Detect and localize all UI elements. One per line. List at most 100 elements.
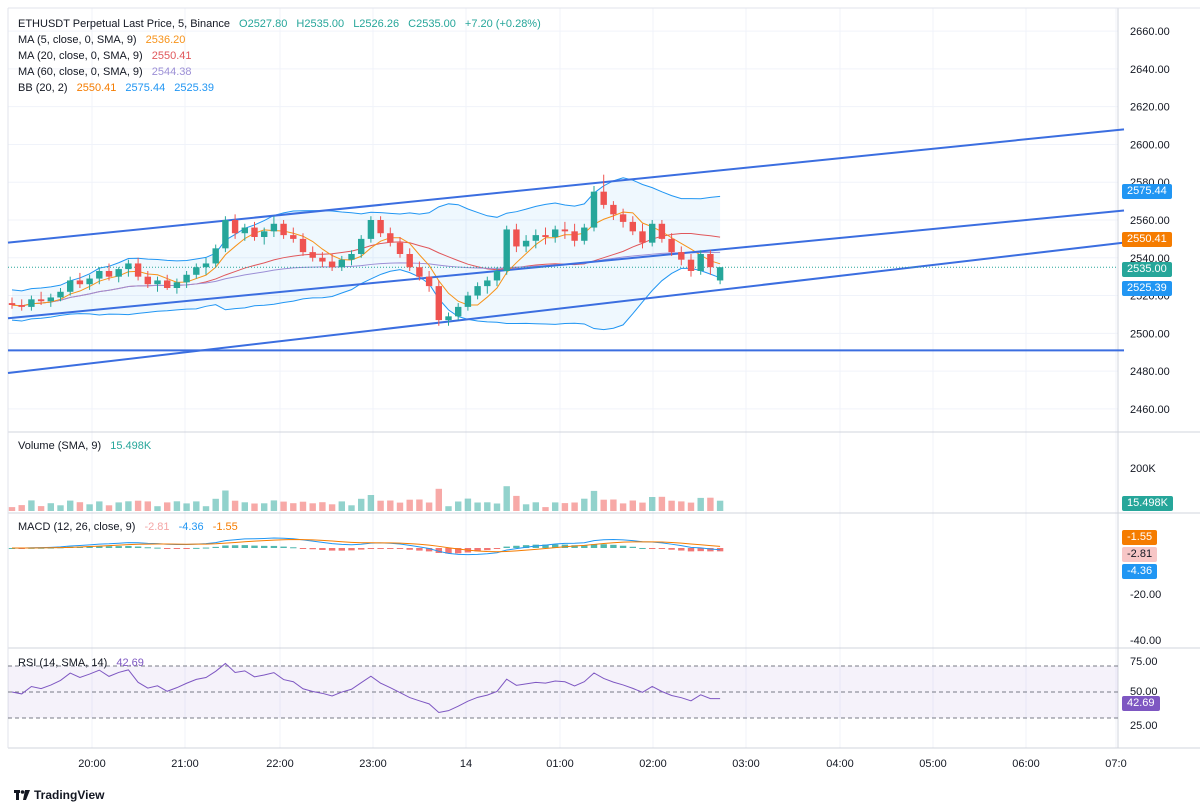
- symbol-row: ETHUSDT Perpetual Last Price, 5, Binance…: [18, 16, 547, 32]
- bb-upper-value: 2575.44: [125, 82, 166, 94]
- candle-body: [377, 220, 384, 234]
- candle: [435, 280, 442, 326]
- candle: [678, 246, 685, 266]
- ohlc-change: +7.20 (+0.28%): [464, 18, 541, 30]
- candle: [309, 246, 316, 262]
- volume-bar: [144, 501, 151, 511]
- ma60-value: 2544.38: [151, 66, 192, 78]
- macd-histogram-bar: [134, 546, 142, 548]
- candle: [18, 299, 25, 311]
- rsi-legend[interactable]: RSI (14, SMA, 14) 42.69: [18, 657, 150, 669]
- candle: [319, 252, 326, 268]
- volume-bar: [687, 502, 695, 511]
- bb-row[interactable]: BB (20, 2) 2550.41 2575.44 2525.39: [18, 80, 547, 96]
- candle-body: [125, 263, 132, 270]
- volume-bar: [484, 502, 491, 511]
- volume-bar: [125, 501, 132, 511]
- candle-body: [193, 267, 200, 275]
- candle: [455, 303, 462, 321]
- macd-histogram-bar: [261, 545, 268, 548]
- candle-body: [57, 291, 64, 298]
- volume-bar: [600, 499, 607, 511]
- volume-bar: [86, 504, 93, 511]
- candle-body: [86, 278, 93, 285]
- candle-body: [8, 303, 16, 305]
- candle: [105, 263, 113, 281]
- volume-bar: [280, 501, 287, 511]
- volume-bar: [358, 498, 365, 511]
- time-tick-label: 06:00: [1012, 758, 1040, 770]
- macd-histogram-bar: [183, 548, 190, 549]
- candle-body: [455, 306, 462, 317]
- candle: [552, 225, 559, 243]
- candle: [290, 227, 297, 243]
- volume-bar: [552, 502, 559, 511]
- candle: [445, 312, 452, 326]
- ma20-value: 2550.41: [151, 50, 192, 62]
- macd-histogram-bar: [396, 548, 404, 549]
- macd-histogram-bar: [697, 548, 704, 552]
- ma60-row[interactable]: MA (60, close, 0, SMA, 9) 2544.38: [18, 64, 547, 80]
- tradingview-logo-icon: [14, 790, 30, 800]
- macd-histogram-bar: [270, 545, 278, 548]
- macd-histogram-bar: [212, 546, 219, 548]
- volume-bar: [37, 506, 45, 511]
- macd-histogram-bar: [280, 546, 287, 548]
- rsi-tick-label: 25.00: [1130, 720, 1158, 732]
- candle-body: [134, 263, 142, 277]
- candle-body: [76, 280, 84, 285]
- volume-bar: [474, 502, 481, 511]
- macd-histogram-bar: [629, 546, 636, 548]
- volume-bar: [493, 503, 501, 511]
- volume-bar: [212, 498, 219, 511]
- volume-bar: [639, 502, 646, 511]
- time-tick-label: 14: [460, 758, 472, 770]
- candle-body: [639, 231, 646, 243]
- candle: [416, 261, 423, 281]
- candle-body: [367, 220, 375, 239]
- candle: [358, 235, 365, 258]
- candle: [251, 221, 258, 241]
- candle-body: [67, 280, 74, 292]
- price-tag-bb-upper: 2575.44: [1122, 184, 1172, 199]
- macd-histogram-bar: [164, 548, 171, 549]
- ma5-row[interactable]: MA (5, close, 0, SMA, 9) 2536.20: [18, 32, 547, 48]
- tradingview-footer[interactable]: TradingView: [14, 788, 104, 802]
- macd-histogram-bar: [358, 548, 365, 550]
- candle-body: [552, 229, 559, 237]
- volume-bar: [202, 506, 210, 511]
- candle: [154, 276, 161, 292]
- volume-bar: [561, 503, 569, 511]
- macd-histogram-bar: [348, 548, 355, 551]
- volume-bar: [503, 486, 510, 511]
- candle: [173, 278, 181, 294]
- volume-bar: [173, 501, 181, 511]
- macd-line-value: -4.36: [178, 521, 204, 533]
- candle: [590, 186, 598, 232]
- volume-bar: [697, 497, 704, 511]
- rsi-tick-label: 75.00: [1130, 656, 1158, 668]
- candle-body: [532, 235, 539, 241]
- volume-legend[interactable]: Volume (SMA, 9) 15.498K: [18, 440, 157, 452]
- candle-body: [629, 221, 636, 232]
- volume-bar: [571, 502, 578, 511]
- candle: [86, 274, 93, 290]
- macd-legend[interactable]: MACD (12, 26, close, 9) -2.81 -4.36 -1.5…: [18, 521, 244, 533]
- price-tick-label: 2460.00: [1130, 404, 1170, 416]
- volume-label: Volume (SMA, 9): [18, 440, 102, 452]
- candle: [222, 216, 229, 253]
- candle-body: [164, 280, 171, 288]
- candle-body: [581, 227, 588, 241]
- macd-histogram-bar: [241, 545, 248, 548]
- rsi-label: RSI (14, SMA, 14): [18, 657, 108, 669]
- candle: [338, 255, 345, 271]
- candle-body: [387, 233, 394, 243]
- candle: [96, 267, 103, 285]
- bb-basis-value: 2550.41: [76, 82, 117, 94]
- candle: [639, 223, 646, 249]
- ma20-row[interactable]: MA (20, close, 0, SMA, 9) 2550.41: [18, 48, 547, 64]
- candle: [67, 276, 74, 296]
- volume-bar: [513, 495, 520, 511]
- macd-histogram-bar: [125, 545, 132, 548]
